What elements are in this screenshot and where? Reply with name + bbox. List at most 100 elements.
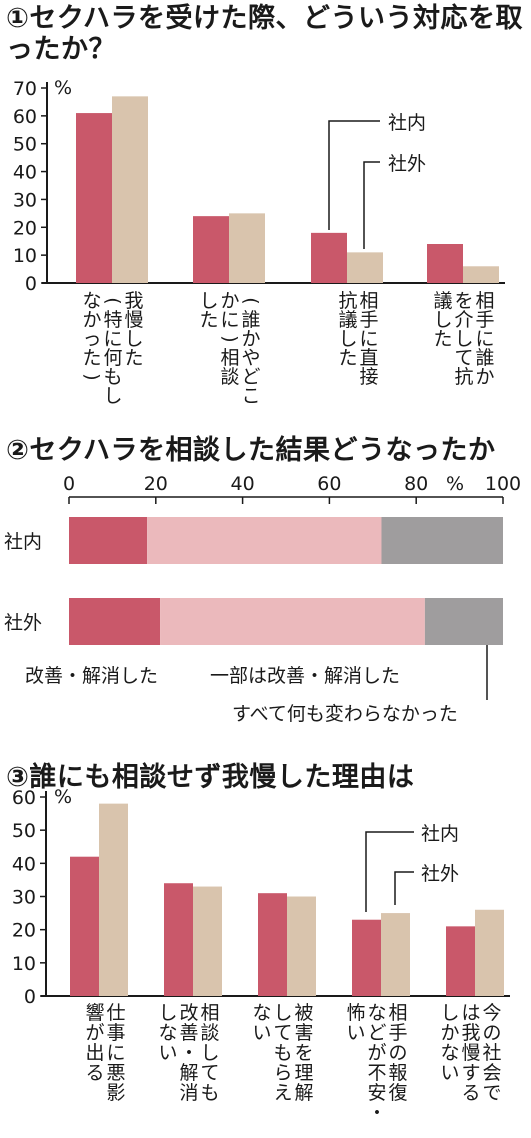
svg-text:我: 我 [461, 1022, 480, 1044]
svg-text:出: 出 [85, 1042, 104, 1064]
svg-text:か: か [241, 328, 260, 350]
svg-text:手: 手 [475, 309, 494, 331]
chart3-bar [352, 919, 381, 996]
svg-text:社: 社 [482, 1042, 501, 1064]
chart3-callout-line [365, 831, 414, 912]
svg-text:(: ( [102, 297, 124, 304]
svg-text:か: か [82, 309, 101, 331]
svg-text:相: 相 [200, 1002, 219, 1024]
chart3-y-tick-label: 30 [12, 887, 36, 909]
chart1-category-label: かに) 相談 [219, 290, 241, 388]
chart1-category-label: なかった) [81, 290, 103, 381]
chart1-y-tick-label: 70 [13, 78, 37, 100]
svg-text:し: し [199, 290, 218, 312]
svg-text:し: し [103, 385, 122, 407]
chart1-category-label: 議した [433, 290, 452, 350]
chart3-y-tick-label: 60 [12, 787, 36, 809]
chart2-title: ②セクハラを相談した結果どうなったか [6, 435, 496, 466]
svg-text:相: 相 [220, 347, 239, 369]
svg-text:復: 復 [388, 1082, 407, 1104]
svg-text:な: な [252, 1002, 271, 1024]
svg-text:): ) [219, 335, 241, 342]
svg-text:し: し [273, 1002, 292, 1024]
svg-text:な: な [158, 1022, 177, 1044]
svg-text:を: を [454, 290, 473, 312]
chart2-bar-segment [69, 517, 148, 564]
svg-text:手: 手 [388, 1022, 407, 1044]
svg-text:で: で [482, 1082, 501, 1104]
chart3-bar [164, 883, 193, 996]
chart3-y-tick-label: 50 [12, 820, 36, 842]
chart2-bar-segment [424, 598, 503, 645]
svg-text:不: 不 [367, 1062, 386, 1084]
chart2-bar-segment [381, 517, 503, 564]
svg-text:し: し [200, 1042, 219, 1064]
chart1-y-tick-label: 50 [13, 134, 37, 156]
svg-text:に: に [475, 328, 494, 350]
svg-text:た: た [82, 347, 101, 369]
svg-text:慢: 慢 [124, 309, 143, 331]
chart1-title: ①セクハラを受けた際、どういう対応を取ったか？ [6, 3, 524, 65]
svg-text:事: 事 [106, 1022, 125, 1044]
svg-text:): ) [81, 373, 103, 380]
svg-text:た: た [199, 309, 218, 331]
chart1-y-tick-label: 0 [25, 273, 37, 295]
svg-text:会: 会 [482, 1062, 501, 1084]
chart3-category-label: 改善・解消 [179, 1002, 198, 1104]
chart1-category-label: 我慢した [124, 290, 143, 369]
svg-text:慢: 慢 [461, 1042, 480, 1064]
chart2-row-label: 社内 [4, 531, 42, 553]
svg-text:す: す [461, 1062, 480, 1084]
svg-text:接: 接 [359, 366, 378, 388]
chart2-bar-segment [147, 517, 382, 564]
chart3-bar [381, 913, 410, 996]
chart2-x-tick-label: 60 [317, 473, 341, 495]
chart1-bar [427, 244, 463, 283]
chart1-bar [229, 213, 265, 283]
chart1-y-tick-label: 10 [13, 245, 37, 267]
svg-text:て: て [273, 1022, 292, 1044]
chart3-bar [475, 909, 504, 996]
svg-text:ど: ど [241, 366, 260, 388]
chart3-callout-line [394, 871, 414, 905]
svg-text:解: 解 [179, 1062, 198, 1084]
chart3-y-tick-label: 0 [24, 986, 36, 1008]
svg-text:い: い [440, 1062, 459, 1084]
svg-text:相: 相 [475, 290, 494, 312]
chart1-y-tick-label: 60 [13, 106, 37, 128]
chart1-bar [347, 252, 383, 283]
chart1-callout-line [363, 161, 380, 249]
svg-text:か: か [220, 290, 239, 312]
svg-text:た: た [338, 347, 357, 369]
svg-text:仕: 仕 [106, 1002, 125, 1024]
svg-text:が: が [367, 1042, 386, 1064]
svg-text:や: や [241, 347, 260, 369]
svg-text:抗: 抗 [454, 366, 473, 388]
chart3-y-tick-label: 40 [12, 853, 36, 875]
svg-text:今: 今 [482, 1002, 501, 1024]
svg-text:い: い [252, 1022, 271, 1044]
svg-text:た: た [433, 328, 452, 350]
svg-text:も: も [103, 366, 122, 388]
chart2-row-label: 社外 [4, 612, 42, 634]
svg-text:特: 特 [103, 309, 122, 331]
svg-text:改: 改 [179, 1002, 198, 1024]
chart2-x-tick-label: 0 [63, 473, 75, 495]
chart1-y-tick-label: 20 [13, 217, 37, 239]
svg-text:影: 影 [106, 1082, 125, 1104]
chart1-y-tick-label: 30 [13, 189, 37, 211]
svg-text:響: 響 [85, 1002, 104, 1024]
chart1-bar [463, 266, 499, 283]
svg-text:い: い [346, 1022, 365, 1044]
svg-text:手: 手 [359, 309, 378, 331]
chart2-bar-segment [69, 598, 161, 645]
